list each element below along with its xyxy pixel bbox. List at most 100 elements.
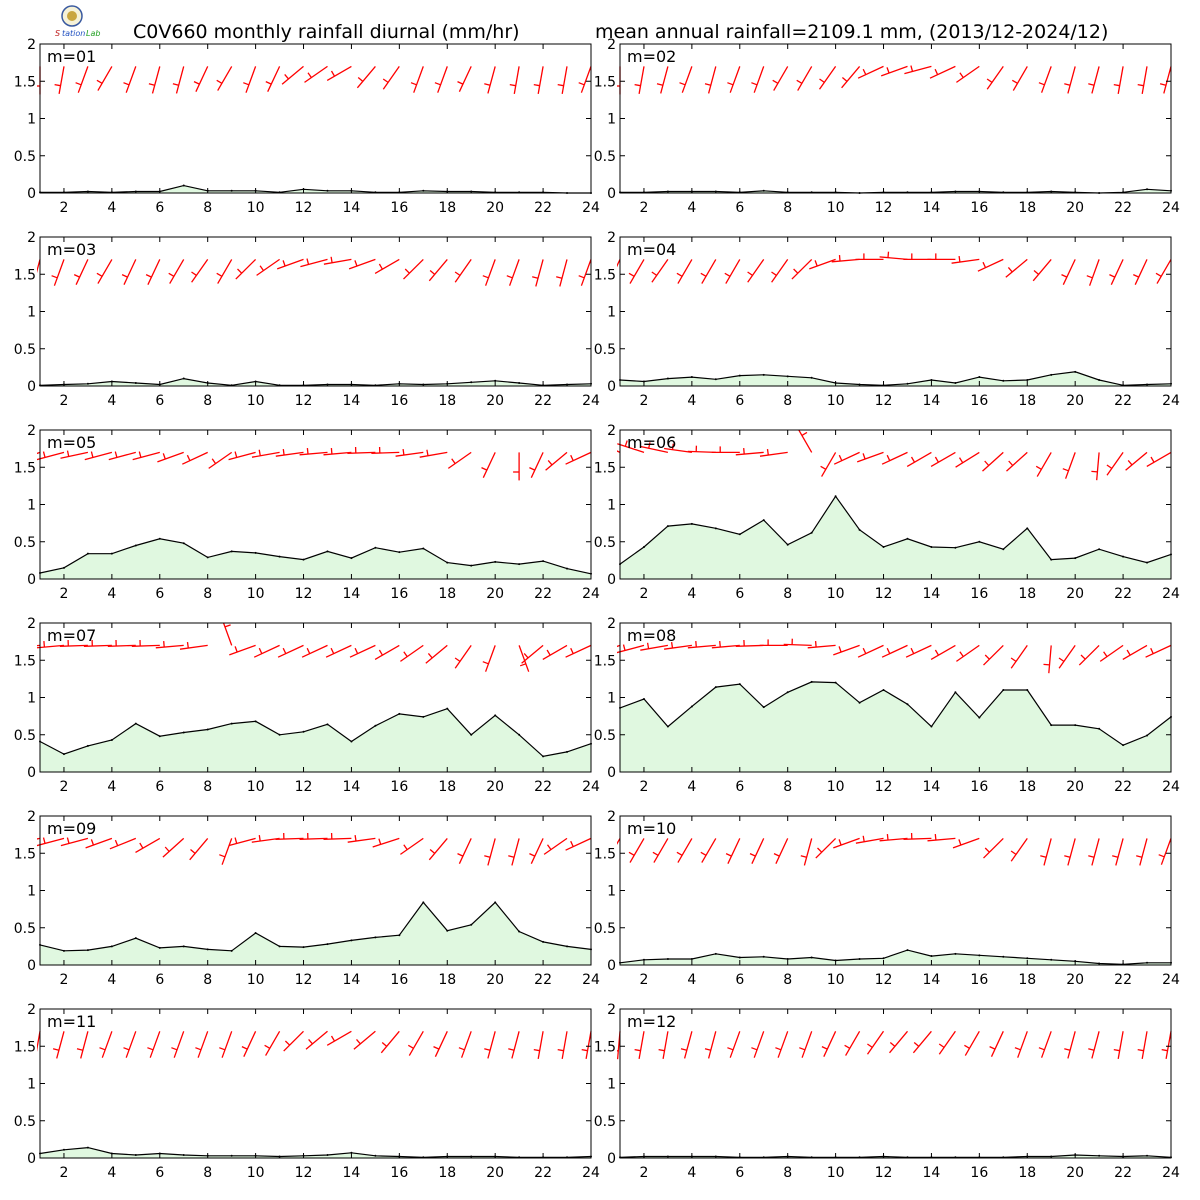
rainfall-point-7 bbox=[182, 945, 185, 948]
wind-barb-17 bbox=[983, 837, 1004, 859]
x-tick-label: 4 bbox=[107, 393, 116, 409]
wind-barbs bbox=[617, 65, 1172, 95]
rainfall-point-16 bbox=[978, 540, 981, 543]
wind-barb-10 bbox=[241, 1031, 257, 1057]
wind-barb-18 bbox=[425, 644, 448, 664]
rainfall-point-17 bbox=[422, 189, 425, 192]
rainfall-point-6 bbox=[738, 374, 741, 377]
x-tick-label: 20 bbox=[486, 586, 504, 602]
y-tick-label: 0 bbox=[607, 1151, 616, 1167]
x-tick-label: 24 bbox=[582, 972, 600, 988]
wind-barb-13 bbox=[300, 258, 328, 268]
wind-barb-11 bbox=[251, 449, 280, 458]
rainfall-point-19 bbox=[470, 381, 473, 384]
wind-barb-17 bbox=[400, 837, 424, 855]
rainfall-point-16 bbox=[978, 376, 981, 379]
y-tick-label: 1 bbox=[607, 691, 616, 707]
rainfall-point-23 bbox=[1146, 1154, 1149, 1157]
wind-barb-11 bbox=[833, 451, 860, 465]
wind-barb-18 bbox=[428, 837, 448, 861]
x-tick-label: 24 bbox=[1162, 779, 1180, 795]
x-tick-label: 22 bbox=[1114, 393, 1132, 409]
wind-barb-9 bbox=[783, 638, 812, 647]
wind-barb-12 bbox=[866, 1030, 885, 1055]
x-tick-label: 18 bbox=[438, 779, 456, 795]
rainfall-area bbox=[620, 496, 1171, 579]
wind-barb-4 bbox=[96, 259, 113, 284]
wind-barb-4 bbox=[96, 66, 113, 91]
wind-barb-23 bbox=[543, 837, 568, 855]
x-tick-label: 8 bbox=[203, 779, 212, 795]
wind-barb-7 bbox=[168, 259, 185, 284]
panel-frame bbox=[39, 236, 592, 387]
x-tick-label: 6 bbox=[155, 393, 164, 409]
wind-barb-24 bbox=[1161, 1031, 1172, 1060]
y-tick-label: 0.5 bbox=[14, 728, 36, 744]
wind-barb-23 bbox=[1137, 66, 1148, 95]
month-label: m=02 bbox=[627, 47, 676, 66]
wind-barb-16 bbox=[371, 446, 400, 454]
wind-barb-1 bbox=[617, 259, 621, 268]
wind-barb-4 bbox=[679, 66, 693, 93]
wind-barb-22 bbox=[521, 644, 544, 664]
wind-barb-16 bbox=[956, 644, 980, 662]
wind-barb-8 bbox=[182, 451, 208, 465]
rainfall-point-8 bbox=[786, 375, 789, 378]
y-tick-label: 1 bbox=[607, 305, 616, 321]
wind-barb-12 bbox=[855, 835, 884, 844]
x-tick-label: 16 bbox=[970, 779, 988, 795]
rainfall-point-6 bbox=[158, 946, 161, 949]
wind-barbs bbox=[617, 832, 1172, 866]
wind-barb-22 bbox=[529, 452, 544, 478]
rainfall-point-13 bbox=[326, 550, 329, 553]
rainfall-point-19 bbox=[470, 733, 473, 736]
wind-barb-4 bbox=[664, 642, 692, 650]
x-tick-label: 22 bbox=[534, 972, 552, 988]
panel-m=06: 00.511.522 4 6 8 10 12 14 16 18 20 22 24m=06 bbox=[594, 423, 1180, 602]
rainfall-point-12 bbox=[882, 545, 885, 548]
wind-barb-14 bbox=[903, 832, 932, 840]
wind-barb-20 bbox=[484, 1031, 496, 1059]
rainfall-point-9 bbox=[230, 949, 233, 952]
wind-barb-18 bbox=[434, 66, 448, 93]
x-tick-label: 12 bbox=[295, 972, 313, 988]
wind-barb-2 bbox=[634, 66, 645, 95]
wind-barb-24 bbox=[565, 644, 592, 658]
x-tick-label: 18 bbox=[438, 393, 456, 409]
wind-barb-7 bbox=[735, 639, 764, 647]
rainfall-area bbox=[620, 189, 1171, 193]
y-tick-label: 0.5 bbox=[594, 149, 616, 165]
rainfall-point-14 bbox=[350, 740, 353, 743]
y-tick-label: 1 bbox=[607, 884, 616, 900]
rainfall-area bbox=[620, 950, 1171, 965]
x-tick-label: 14 bbox=[923, 586, 941, 602]
rainfall-point-7 bbox=[762, 519, 765, 522]
wind-barb-11 bbox=[253, 644, 280, 658]
wind-barb-2 bbox=[634, 1031, 645, 1060]
rainfall-line bbox=[619, 495, 1172, 565]
x-tick-label: 18 bbox=[1018, 586, 1036, 602]
y-tick-label: 1 bbox=[27, 498, 36, 514]
x-tick-label: 24 bbox=[582, 1165, 600, 1181]
wind-barb-8 bbox=[759, 449, 788, 457]
y-tick-label: 0.5 bbox=[594, 1114, 616, 1130]
rainfall-point-20 bbox=[1074, 724, 1077, 727]
wind-barb-5 bbox=[687, 641, 716, 649]
x-tick-label: 8 bbox=[203, 586, 212, 602]
wind-barb-21 bbox=[509, 66, 520, 95]
x-tick-label: 16 bbox=[390, 972, 408, 988]
wind-barb-9 bbox=[216, 66, 233, 91]
wind-barbs bbox=[37, 1030, 592, 1060]
rainfall-point-21 bbox=[1098, 962, 1101, 965]
x-tick-label: 4 bbox=[107, 586, 116, 602]
wind-barb-12 bbox=[857, 644, 884, 658]
rainfall-point-4 bbox=[690, 705, 693, 708]
y-tick-label: 0.5 bbox=[14, 342, 36, 358]
y-tick-label: 1.5 bbox=[14, 460, 36, 476]
rainfall-point-17 bbox=[422, 901, 425, 904]
rainfall-point-5 bbox=[134, 382, 137, 385]
rainfall-point-19 bbox=[470, 564, 473, 567]
wind-barb-17 bbox=[400, 644, 424, 662]
rainfall-point-21 bbox=[518, 563, 521, 566]
wind-barb-3 bbox=[640, 442, 669, 454]
